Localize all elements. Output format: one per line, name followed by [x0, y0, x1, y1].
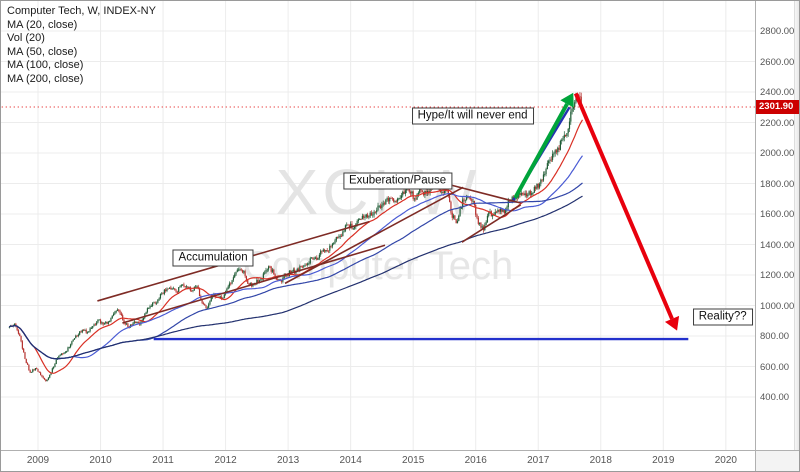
symbol-title[interactable]: Computer Tech, W, INDEX-NY — [7, 5, 156, 17]
time-axis-label: 2019 — [652, 455, 675, 466]
time-axis-label: 2017 — [527, 455, 550, 466]
trendline-pennant-upper[interactable] — [450, 184, 521, 204]
price-axis-label: 600.00 — [760, 361, 790, 373]
time-axis-label: 2016 — [464, 455, 487, 466]
ma-20-line — [9, 119, 584, 374]
time-axis-label: 2010 — [89, 455, 112, 466]
price-axis-label: 1000.00 — [760, 300, 795, 312]
price-axis-label: 800.00 — [760, 331, 790, 342]
axis-corner — [755, 450, 799, 471]
indicator-ma-20[interactable]: MA (20, close) — [7, 18, 78, 31]
price-axis-label: 1800.00 — [760, 178, 795, 190]
indicator-ma-50[interactable]: MA (50, close) — [7, 45, 78, 58]
price-axis-label: 400.00 — [760, 392, 790, 403]
price-axis-label: 1400.00 — [760, 239, 795, 251]
price-axis-label: 2200.00 — [760, 117, 795, 129]
trendline-pennant-lower[interactable] — [461, 204, 522, 243]
price-axis-label: 1600.00 — [760, 209, 795, 220]
time-axis-label: 2018 — [589, 455, 612, 466]
indicator-vol-20[interactable]: Vol (20) — [7, 32, 45, 44]
price-axis[interactable]: 2301.90 2800.00 2600.00 2400.00 2200.00 2000… — [755, 1, 799, 450]
time-axis-label: 2013 — [276, 455, 300, 466]
chart-legend: Computer Tech, W, INDEX-NY MA (20, close… — [7, 5, 156, 86]
watermark-title: Computer Tech — [243, 244, 514, 288]
current-price-badge: 2301.90 — [756, 99, 799, 114]
price-axis-label: 2400.00 — [760, 87, 795, 98]
annotation-accumulation[interactable]: Accumulation — [172, 249, 254, 267]
axis-scroll-strip — [794, 1, 799, 450]
time-axis-label: 2011 — [152, 455, 174, 466]
price-axis-label: 2000.00 — [760, 148, 795, 159]
arrow-crash-down[interactable] — [573, 92, 680, 331]
indicator-ma-200[interactable]: MA (200, close) — [7, 72, 84, 85]
time-axis-label: 2009 — [26, 455, 50, 466]
ma-200-line — [9, 195, 583, 360]
time-axis-label: 2015 — [402, 455, 425, 466]
price-axis-label: 2600.00 — [760, 56, 795, 68]
annotation-hype[interactable]: Hype/It will never end — [411, 107, 534, 125]
arrow-hype-up[interactable] — [513, 92, 574, 199]
time-axis[interactable]: 2009 2010 2011 2012 2013 2014 2015 2016 2017 2018… — [1, 450, 755, 471]
time-axis-label: 2014 — [339, 455, 362, 466]
time-axis-label: 2012 — [214, 455, 237, 466]
indicator-ma-100[interactable]: MA (100, close) — [7, 59, 84, 71]
candlestick-series — [8, 92, 584, 382]
price-axis-label: 1200.00 — [760, 270, 795, 281]
annotation-exuberation-pause[interactable]: Exuberation/Pause — [342, 172, 453, 190]
price-axis-label: 2800.00 — [760, 26, 795, 37]
time-axis-label: 2020 — [714, 455, 737, 466]
trendline-markup-trend[interactable] — [284, 186, 464, 285]
annotation-reality[interactable]: Reality?? — [692, 308, 753, 326]
trendline-accumulation-lower[interactable] — [122, 244, 386, 324]
